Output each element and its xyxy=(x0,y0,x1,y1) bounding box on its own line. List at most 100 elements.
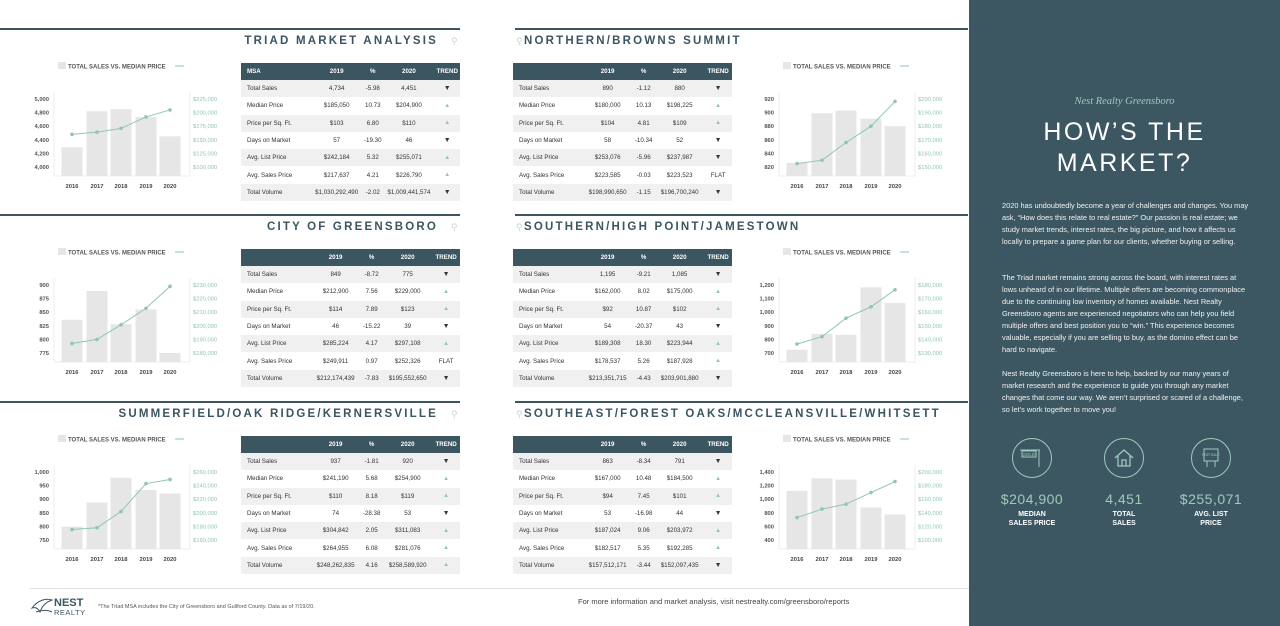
right-tick-label: $160,000 xyxy=(918,497,942,503)
year-label: 2019 xyxy=(865,557,879,563)
sales-bar xyxy=(811,478,833,549)
year-label: 2020 xyxy=(889,370,902,376)
table-cell: Total Volume xyxy=(241,556,311,575)
table-cell: Median Price xyxy=(247,102,284,110)
median-price-point xyxy=(869,304,873,309)
table-cell: Days on Market xyxy=(519,510,563,518)
table-cell: Avg. List Price xyxy=(513,335,583,353)
median-price-point xyxy=(168,477,172,482)
table-cell: -16.98 xyxy=(634,510,653,518)
table-cell: $212,174,439 xyxy=(311,369,361,388)
house-icon xyxy=(1104,438,1144,478)
sales-bar xyxy=(61,526,83,549)
table-row: Total Volume $248,262,835 4.16 $258,589,920… xyxy=(241,556,460,575)
sales-bar xyxy=(86,502,108,549)
sales-bar xyxy=(786,349,808,362)
table-row: Total Sales 849 -8.72 775 ▼ xyxy=(241,266,460,284)
median-price-point xyxy=(70,341,74,346)
left-tick-label: 800 xyxy=(39,524,49,530)
trend-down-icon: ▼ xyxy=(442,323,450,331)
table-header: 2019% 2020 TREND xyxy=(241,436,460,453)
table-row: Avg. Sales Price $178,537 5.26 $187,928 ▲ xyxy=(513,352,732,369)
header-cell: 2019 xyxy=(311,436,361,453)
section-title: SUMMERFIELD/OAK RIDGE/KERNERSVILLE xyxy=(118,408,438,420)
left-tick-label: 820 xyxy=(764,165,774,171)
trend-down-icon: ▼ xyxy=(714,510,722,518)
table-cell: 0.97 xyxy=(365,357,378,365)
year-label: 2018 xyxy=(115,370,129,376)
svg-text:NEST: NEST xyxy=(54,597,84,609)
table-cell: 10.87 xyxy=(632,300,656,318)
year-label: 2018 xyxy=(115,184,129,190)
table-cell: 920 xyxy=(383,453,433,471)
table-row: Total Volume $213,351,715 -4.43 $203,901,88… xyxy=(513,369,732,388)
left-tick-label: 600 xyxy=(764,524,774,530)
table-cell: 7.56 xyxy=(365,288,378,296)
right-tick-label: $175,000 xyxy=(193,124,217,130)
table-row: Avg. Sales Price $249,911 0.97 $252,326 FLAT xyxy=(241,352,460,369)
table-cell: 6.08 xyxy=(365,544,378,552)
table-cell: $217,637 xyxy=(323,171,350,179)
table-row: Days on Market 57 -19.30 46 ▼ xyxy=(241,132,460,149)
table-row: Median Price $241,190 5.68 $254,900 ▲ xyxy=(241,470,460,487)
legend-bar-swatch xyxy=(58,435,66,442)
table-cell: 10.73 xyxy=(365,102,381,110)
right-tick-label: $150,000 xyxy=(193,138,217,144)
sales-bar xyxy=(884,126,906,176)
left-tick-label: 1,400 xyxy=(759,470,774,476)
right-tick-label: $260,000 xyxy=(193,470,217,476)
market-table: 2019% 2020 TREND Total Sales 1,195 -9.21 1,085… xyxy=(513,249,732,388)
more-info-link[interactable]: For more information and market analysis… xyxy=(578,597,850,606)
table-row: Price per Sq. Ft. $94 7.45 $101 ▲ xyxy=(513,487,732,505)
left-tick-label: 775 xyxy=(39,351,49,357)
for-sale-sign-icon: FOR SALE xyxy=(1191,438,1231,478)
intro-paragraph: 2020 has undoubtedly become a year of ch… xyxy=(1002,201,1249,246)
table-cell: Price per Sq. Ft. xyxy=(241,114,311,132)
table-cell: 53 xyxy=(604,510,612,518)
median-price-point xyxy=(144,306,148,311)
median-price-point xyxy=(820,334,824,339)
table-cell: -10.34 xyxy=(634,137,653,145)
legend-label: TOTAL SALES VS. MEDIAN PRICE xyxy=(68,65,166,71)
table-cell: $281,076 xyxy=(394,544,421,552)
left-tick-label: 800 xyxy=(764,337,774,343)
table-cell: $189,308 xyxy=(583,335,633,353)
median-price-point xyxy=(820,158,824,162)
table-row: Median Price $212,900 7.56 $229,000 ▲ xyxy=(241,283,460,300)
header-cell: % xyxy=(632,436,656,453)
table-cell: $192,285 xyxy=(666,544,693,552)
median-price-point xyxy=(893,479,897,484)
median-price-point xyxy=(168,284,172,289)
table-row: Avg. List Price $189,308 18.30 $223,944 ▲ xyxy=(513,335,732,353)
table-cell: 8.02 xyxy=(637,288,650,296)
left-tick-label: 4,400 xyxy=(34,138,49,144)
table-cell: 4.21 xyxy=(366,171,379,179)
table-cell: $237,987 xyxy=(655,149,705,167)
market-table: 2019% 2020 TREND Total Sales 937 -1.81 920 ▼ Med… xyxy=(241,436,460,575)
right-tick-label: $200,000 xyxy=(193,511,217,517)
table-row: Days on Market 58 -10.34 52 ▼ xyxy=(513,132,732,149)
legend-bar-swatch xyxy=(58,248,66,255)
median-price-point xyxy=(869,124,873,128)
sales-vs-price-chart: TOTAL SALES VS. MEDIAN PRICE 4,000 4,200 4,… xyxy=(34,62,217,190)
left-tick-label: 850 xyxy=(39,511,49,517)
trend-down-icon: ▼ xyxy=(704,453,732,471)
table-cell: Total Volume xyxy=(513,369,583,388)
section-rule xyxy=(515,401,968,403)
sales-bar xyxy=(786,162,808,176)
right-tick-label: $150,000 xyxy=(918,165,942,171)
table-cell: $252,326 xyxy=(394,357,421,365)
median-price-point xyxy=(70,132,74,137)
table-cell: $203,901,880 xyxy=(655,369,705,388)
table-row: Total Volume $1,030,292,490 -2.02 $1,009,44… xyxy=(241,183,460,202)
table-cell: $102 xyxy=(655,300,705,318)
legend-label: TOTAL SALES VS. MEDIAN PRICE xyxy=(68,251,166,257)
legend-bar-swatch xyxy=(783,435,791,442)
section-title: TRIAD MARKET ANALYSIS xyxy=(244,35,438,47)
right-tick-label: $200,000 xyxy=(918,97,942,103)
trend-up-icon: ▲ xyxy=(715,475,722,482)
header-cell: 2019 xyxy=(583,436,633,453)
table-cell: Median Price xyxy=(247,475,284,483)
year-label: 2020 xyxy=(164,370,177,376)
right-tick-label: $160,000 xyxy=(918,310,942,316)
